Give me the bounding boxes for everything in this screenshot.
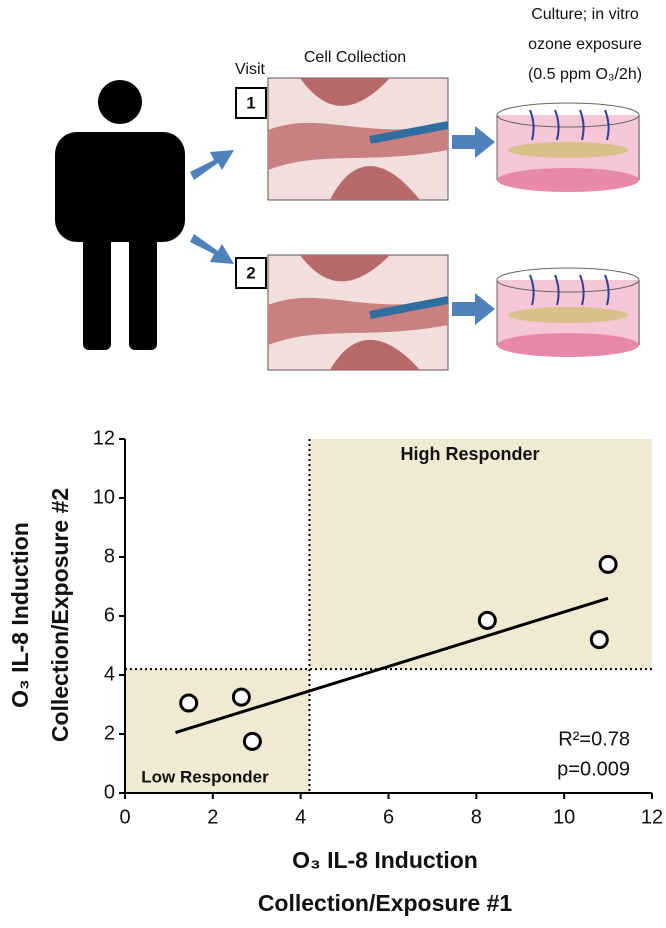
x-tick-label: 4 [295, 806, 306, 828]
x-tick-label: 12 [641, 806, 663, 828]
y-axis-label: O₃ IL-8 Induction [7, 522, 33, 708]
visit-number: 2 [246, 263, 255, 282]
data-point [179, 693, 199, 713]
y-tick-label: 2 [104, 722, 115, 744]
y-tick-label: 8 [104, 545, 115, 567]
culture-dish [496, 267, 640, 357]
data-point [242, 731, 262, 751]
cell-collection-label: Cell Collection [304, 49, 406, 66]
y-axis-label: Collection/Exposure #2 [47, 488, 73, 742]
culture-label: ozone exposure [528, 36, 642, 53]
x-tick-label: 0 [119, 806, 130, 828]
culture-label: (0.5 ppm O₃/2h) [528, 66, 642, 83]
visit-label: Visit [235, 61, 265, 78]
y-tick-label: 12 [93, 427, 115, 449]
data-point [231, 687, 251, 707]
scatter-chart: 0 2 4 6 8 10 12 0 2 4 6 8 10 12 High Responder Low Resp… [7, 427, 663, 916]
annotation: p=0.009 [557, 758, 630, 780]
x-tick-label: 2 [207, 806, 218, 828]
annotation: High Responder [400, 444, 539, 464]
arrows [190, 126, 495, 325]
high-region [309, 439, 652, 670]
data-point [598, 554, 618, 574]
airway-image [267, 77, 449, 201]
data-point [589, 630, 609, 650]
person-icon [55, 80, 185, 350]
annotation: Low Responder [141, 767, 269, 786]
data-point [477, 610, 497, 630]
x-axis-label: Collection/Exposure #1 [258, 890, 513, 916]
x-axis-label: O₃ IL-8 Induction [292, 847, 478, 873]
x-tick-label: 8 [471, 806, 482, 828]
y-tick-label: 0 [104, 781, 115, 803]
visit-box [235, 87, 267, 119]
x-tick-label: 6 [383, 806, 394, 828]
visit-number: 1 [246, 93, 255, 112]
y-tick-label: 10 [93, 486, 115, 508]
culture-dish [496, 102, 640, 192]
x-tick-label: 10 [553, 806, 575, 828]
low-region [125, 669, 310, 793]
annotation: R²=0.78 [558, 728, 630, 750]
y-tick-label: 6 [104, 604, 115, 626]
visit-box [235, 257, 267, 289]
culture-label: Culture; in vitro [531, 6, 639, 23]
fit-line [175, 596, 609, 734]
y-tick-label: 4 [104, 663, 115, 685]
airway-image [267, 254, 449, 371]
